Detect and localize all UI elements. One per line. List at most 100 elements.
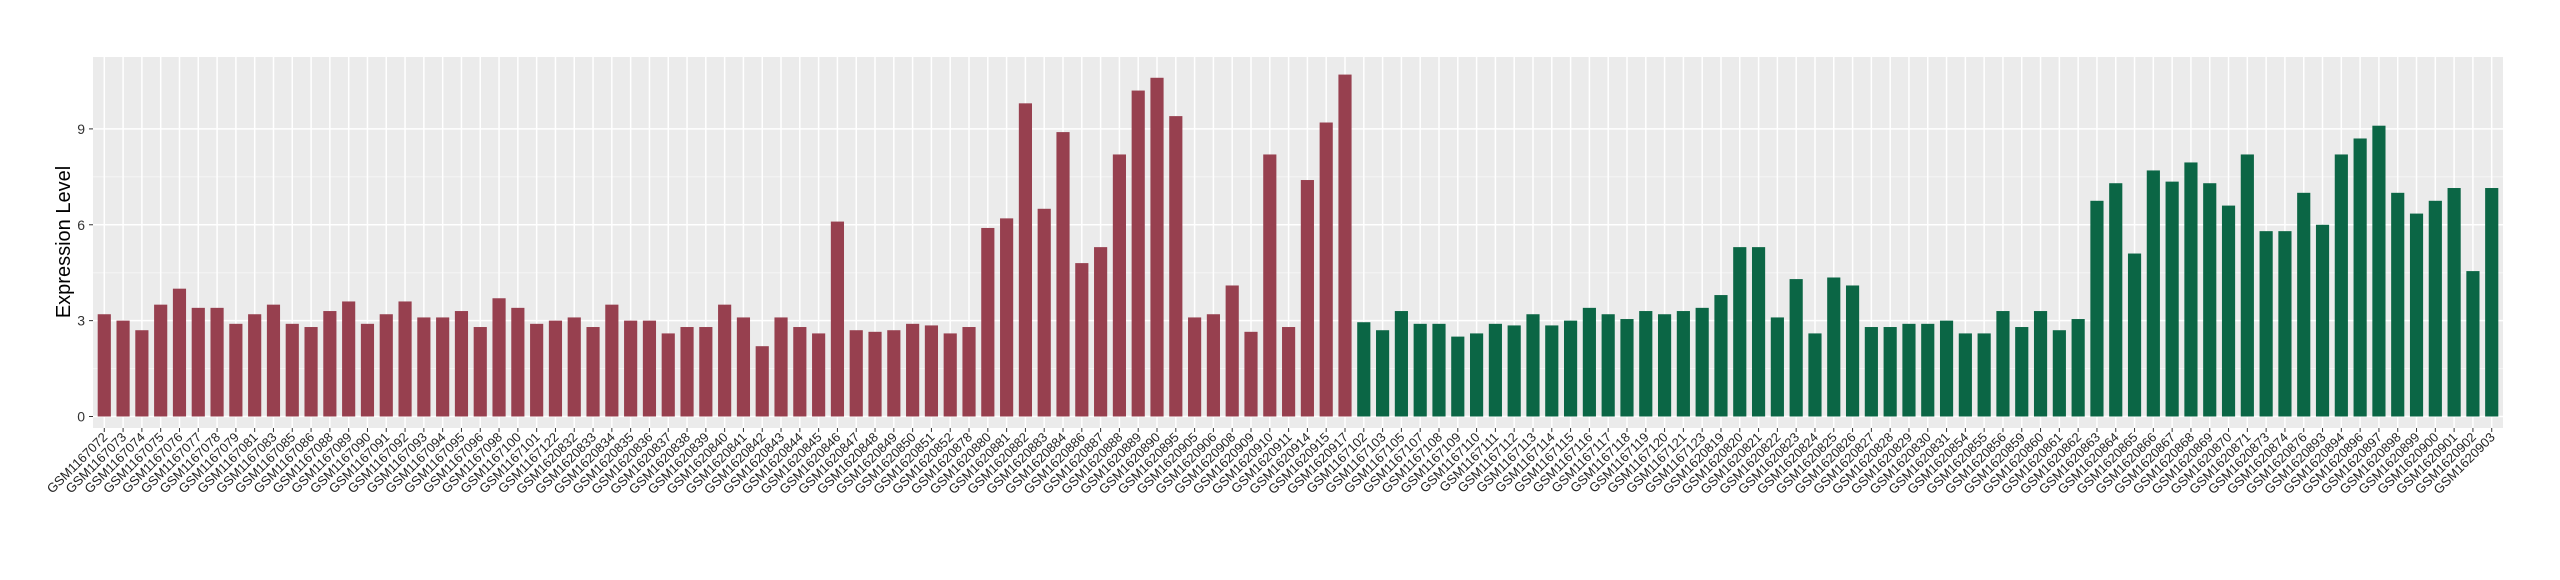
bar xyxy=(172,288,187,417)
panel xyxy=(93,57,2503,428)
bar xyxy=(830,221,845,417)
bar xyxy=(586,327,600,417)
bar xyxy=(1300,180,1314,417)
bar xyxy=(1507,325,1521,417)
bar xyxy=(1206,314,1220,417)
bar xyxy=(1733,247,1747,417)
bar xyxy=(530,323,544,417)
bar xyxy=(1827,277,1841,417)
bar xyxy=(924,325,939,417)
bar xyxy=(1338,74,1352,417)
bar xyxy=(1188,317,1202,417)
bar xyxy=(1883,327,1897,417)
bar xyxy=(1620,319,1634,417)
bar xyxy=(1676,311,1690,417)
bar xyxy=(1564,320,1578,417)
bar xyxy=(1263,154,1277,417)
bar xyxy=(116,320,130,417)
bar xyxy=(473,327,487,417)
bar xyxy=(285,323,299,417)
bar xyxy=(2165,181,2179,417)
bar xyxy=(1357,322,1371,417)
y-axis-title: Expression Level xyxy=(53,166,75,318)
bar xyxy=(2090,200,2104,417)
bar xyxy=(567,317,581,417)
bar xyxy=(1808,333,1822,417)
bar xyxy=(1902,323,1916,417)
bar xyxy=(1169,116,1183,417)
bar xyxy=(2372,125,2386,417)
bar xyxy=(1131,90,1145,417)
bar xyxy=(793,327,807,417)
bar xyxy=(1845,285,1860,417)
bar xyxy=(1488,323,1502,417)
bar xyxy=(699,327,713,417)
bar xyxy=(1432,323,1446,417)
bar xyxy=(868,331,882,417)
bar xyxy=(1582,307,1596,417)
bar xyxy=(661,333,675,417)
bar xyxy=(1094,247,1108,417)
bar xyxy=(2052,330,2066,417)
bar xyxy=(1639,311,1653,417)
bar xyxy=(2391,192,2405,417)
bar xyxy=(943,333,957,417)
bar xyxy=(1451,336,1465,417)
bar xyxy=(2409,213,2424,417)
bar xyxy=(1714,295,1728,417)
bar xyxy=(1282,327,1296,417)
bar xyxy=(1037,208,1051,417)
bar xyxy=(1977,333,1991,417)
bar xyxy=(642,320,657,417)
bar xyxy=(774,317,788,417)
bar xyxy=(2278,231,2292,417)
bar xyxy=(248,314,262,417)
bar xyxy=(2297,192,2311,417)
bar xyxy=(191,307,205,417)
bar xyxy=(981,227,995,417)
bar xyxy=(962,327,976,417)
bar xyxy=(548,320,563,417)
bar xyxy=(304,327,318,417)
bar xyxy=(1376,330,1390,417)
bar xyxy=(436,317,450,417)
bar xyxy=(1225,285,1239,417)
bar xyxy=(1601,314,1615,417)
bar xyxy=(323,311,337,417)
bar xyxy=(1000,218,1014,417)
bar xyxy=(2447,188,2461,417)
bar xyxy=(906,323,920,417)
bar xyxy=(1319,122,1333,417)
bar xyxy=(2334,154,2348,417)
bar xyxy=(887,330,901,417)
bar xyxy=(1657,314,1672,417)
bar xyxy=(1864,327,1878,417)
bar xyxy=(1394,311,1408,417)
bar xyxy=(2315,224,2330,417)
bar xyxy=(1056,132,1070,417)
bar xyxy=(454,311,469,417)
bar xyxy=(1789,279,1803,417)
bar xyxy=(849,330,863,417)
bar xyxy=(2146,170,2160,417)
bar xyxy=(2485,188,2499,417)
bar xyxy=(718,304,732,417)
bar xyxy=(511,307,525,417)
bar xyxy=(755,346,769,417)
bar xyxy=(2259,231,2273,417)
bar xyxy=(1244,331,1258,417)
bar xyxy=(1112,154,1126,417)
y-tick-label: 9 xyxy=(77,121,85,137)
bar xyxy=(2240,154,2254,417)
bar xyxy=(210,307,224,417)
bar xyxy=(2033,311,2048,417)
bar xyxy=(1770,317,1784,417)
bar xyxy=(1018,103,1032,417)
bar xyxy=(1470,333,1484,417)
bar xyxy=(2353,138,2367,417)
bar xyxy=(1939,320,1954,417)
bar xyxy=(1921,323,1935,417)
bar xyxy=(1695,307,1709,417)
bar xyxy=(2071,319,2085,417)
bar xyxy=(1958,333,1972,417)
